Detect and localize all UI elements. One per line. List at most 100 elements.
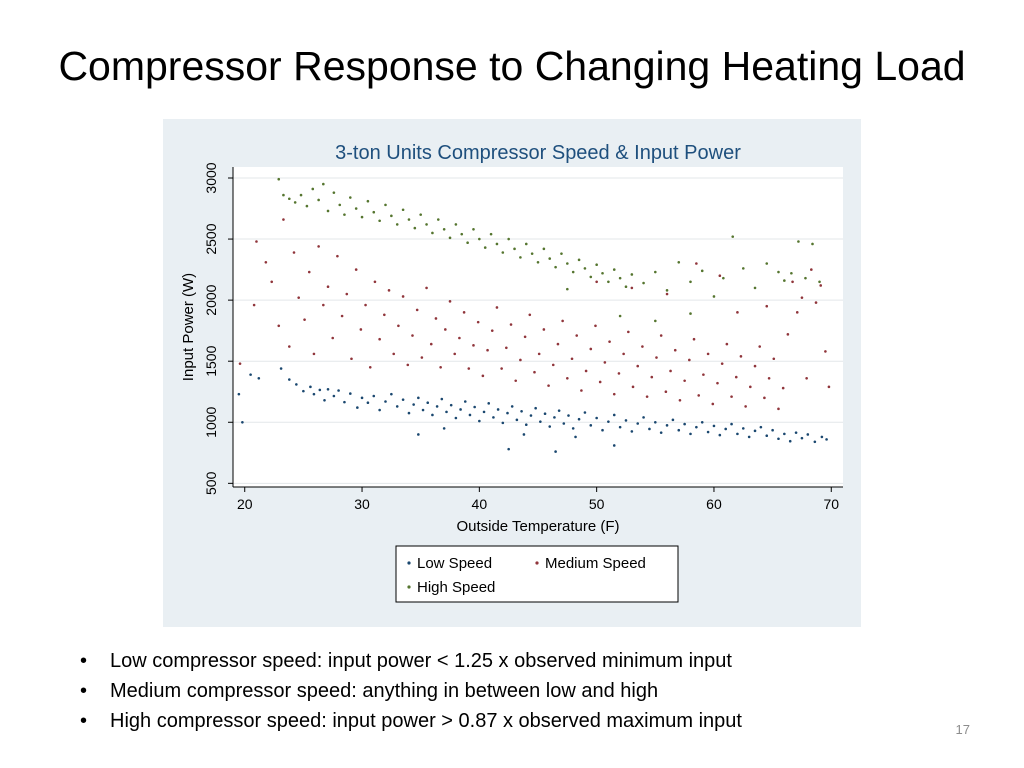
high-speed-point <box>689 280 692 284</box>
medium-speed-point <box>627 330 630 334</box>
medium-speed-point <box>354 268 358 271</box>
medium-speed-point <box>753 364 757 368</box>
high-speed-point <box>317 198 320 202</box>
bullet-item: • Low compressor speed: input power < 1.2… <box>80 646 742 676</box>
low-speed-point <box>421 408 425 412</box>
medium-speed-point <box>303 318 306 321</box>
medium-speed-point <box>612 392 616 396</box>
medium-speed-point <box>824 350 827 353</box>
low-speed-point <box>562 422 566 425</box>
medium-speed-point <box>429 342 433 346</box>
medium-speed-point <box>514 379 518 383</box>
medium-speed-point <box>519 358 522 362</box>
medium-speed-point <box>659 334 663 337</box>
medium-speed-point <box>673 348 677 352</box>
high-speed-point <box>731 235 735 238</box>
bullet-text: High compressor speed: input power > 0.8… <box>110 710 742 732</box>
medium-speed-point <box>336 254 339 258</box>
legend-marker-medium-speed <box>535 561 539 565</box>
high-speed-point <box>338 203 342 207</box>
medium-speed-point <box>584 369 588 373</box>
legend-marker-high-speed <box>407 585 411 589</box>
medium-speed-point <box>378 337 381 341</box>
high-speed-point <box>442 227 446 231</box>
low-speed-point <box>312 392 316 396</box>
medium-speed-point <box>683 379 686 383</box>
low-speed-point <box>288 378 291 381</box>
medium-speed-point <box>763 396 766 400</box>
legend-label-medium-speed: Medium Speed <box>545 555 646 572</box>
low-speed-point <box>449 403 453 407</box>
medium-speed-point <box>556 342 560 346</box>
medium-speed-point <box>669 369 672 373</box>
low-speed-point <box>323 398 326 402</box>
low-speed-point <box>435 405 439 408</box>
low-speed-point <box>468 413 472 417</box>
high-speed-point <box>454 223 458 226</box>
medium-speed-point <box>827 385 831 389</box>
low-speed-point <box>736 432 739 436</box>
low-speed-point <box>689 432 692 436</box>
medium-speed-point <box>270 280 274 284</box>
low-speed-point <box>501 421 505 425</box>
low-speed-point <box>577 417 581 421</box>
high-speed-point <box>466 241 469 245</box>
medium-speed-point <box>551 363 555 367</box>
y-tick-label: 500 <box>203 471 219 495</box>
high-speed-point <box>384 203 387 207</box>
medium-speed-point <box>814 301 818 304</box>
high-speed-point <box>560 252 563 256</box>
high-speed-point <box>577 258 581 262</box>
legend: Low Speed Medium Speed High Speed <box>395 545 679 603</box>
low-speed-point <box>431 413 434 417</box>
medium-speed-point <box>805 376 808 380</box>
low-speed-point <box>366 401 370 405</box>
bullet-glyph: • <box>80 650 88 672</box>
low-speed-point <box>384 400 387 403</box>
medium-speed-point <box>720 362 724 365</box>
high-speed-point <box>293 201 297 204</box>
medium-speed-point <box>537 352 541 356</box>
medium-speed-point <box>322 303 325 307</box>
x-tick-label: 50 <box>589 496 605 512</box>
y-tick-label: 3000 <box>203 162 219 193</box>
y-tick-label: 1000 <box>203 406 219 437</box>
medium-speed-point <box>307 270 311 274</box>
medium-speed-point <box>542 328 546 331</box>
high-speed-point <box>818 280 821 284</box>
bullet-list: • Low compressor speed: input power < 1.2… <box>80 646 742 736</box>
low-speed-point <box>706 430 710 434</box>
legend-box <box>395 545 679 603</box>
high-speed-point <box>401 208 405 212</box>
medium-speed-point <box>575 334 579 337</box>
high-speed-point <box>654 270 657 274</box>
medium-speed-point <box>561 319 564 323</box>
high-speed-point <box>665 289 669 292</box>
medium-speed-point <box>786 333 790 336</box>
low-speed-point <box>665 424 669 427</box>
low-speed-point <box>478 419 481 423</box>
high-speed-point <box>530 252 534 256</box>
high-speed-point <box>483 246 487 249</box>
low-speed-point <box>539 420 542 423</box>
medium-speed-point <box>716 381 719 385</box>
medium-speed-point <box>495 306 499 309</box>
low-speed-point <box>417 433 420 436</box>
high-speed-point <box>413 226 417 230</box>
medium-speed-point <box>730 395 733 398</box>
plot-area <box>233 167 843 487</box>
low-speed-point <box>473 405 476 409</box>
medium-speed-point <box>476 320 480 324</box>
high-speed-point <box>349 196 352 199</box>
high-speed-point <box>642 281 645 285</box>
medium-speed-point <box>547 384 550 387</box>
low-speed-point <box>741 427 745 430</box>
high-speed-point <box>689 312 692 315</box>
low-speed-point <box>534 406 537 410</box>
medium-speed-point <box>594 324 597 328</box>
low-speed-point <box>510 405 514 408</box>
high-speed-point <box>797 240 800 243</box>
medium-speed-point <box>331 336 335 340</box>
low-speed-point <box>730 422 733 426</box>
high-speed-point <box>299 193 303 197</box>
